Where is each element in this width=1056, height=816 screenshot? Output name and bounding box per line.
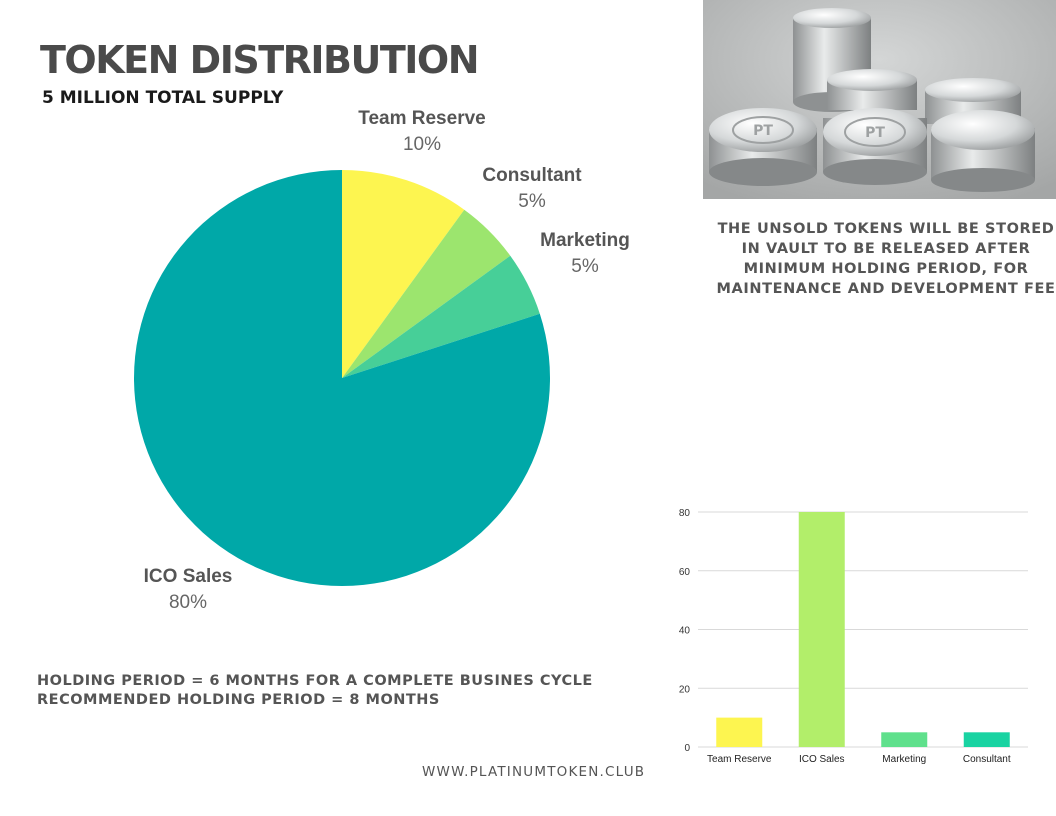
page-subtitle: 5 MILLION TOTAL SUPPLY <box>42 88 284 108</box>
pie-label-value: 10% <box>402 134 442 155</box>
pie-label-ico-sales: ICO Sales 80% <box>128 566 248 614</box>
bar-y-tick-label: 60 <box>679 567 691 578</box>
coins-photo: PT PT <box>703 0 1056 199</box>
coin-stack-back <box>793 8 1021 124</box>
pie-slice-ico-sales <box>134 170 550 586</box>
unsold-tokens-note: THE UNSOLD TOKENS WILL BE STORED IN VAUL… <box>716 221 1056 297</box>
pie-slice-team-reserve <box>342 170 465 378</box>
bar-y-tick-label: 0 <box>684 743 690 754</box>
bar-consultant <box>963 732 1010 747</box>
coin-mark: PT <box>753 123 773 139</box>
bar-category-label: ICO Sales <box>799 754 845 765</box>
bar-marketing <box>881 732 928 747</box>
pie-label-name: Consultant <box>482 165 582 186</box>
coin-mark: PT <box>865 125 885 141</box>
coins-illustration: PT PT <box>703 0 1056 199</box>
pie-label-name: Team Reserve <box>358 108 486 129</box>
bar-team-reserve <box>716 717 763 747</box>
pie-label-consultant: Consultant 5% <box>472 165 592 213</box>
pie-chart <box>134 170 550 586</box>
holding-period-text: HOLDING PERIOD = 6 MONTHS FOR A COMPLETE… <box>37 672 593 710</box>
holding-period-line: HOLDING PERIOD = 6 MONTHS FOR A COMPLETE… <box>37 673 593 689</box>
recommended-holding-line: RECOMMENDED HOLDING PERIOD = 8 MONTHS <box>37 692 440 708</box>
bar-y-tick-label: 80 <box>679 508 691 519</box>
page-title: TOKEN DISTRIBUTION <box>40 38 480 82</box>
bar-y-tick-label: 20 <box>679 684 691 695</box>
pie-label-marketing: Marketing 5% <box>530 230 640 278</box>
pie-slice-marketing <box>342 255 540 378</box>
pie-label-name: Marketing <box>540 230 630 251</box>
pie-label-value: 5% <box>571 256 599 277</box>
bar-category-label: Consultant <box>963 754 1011 765</box>
pie-label-value: 80% <box>168 592 208 613</box>
pie-label-team-reserve: Team Reserve 10% <box>352 108 492 156</box>
pie-slice-consultant <box>342 209 511 378</box>
bar-category-label: Team Reserve <box>707 754 772 765</box>
pie-label-name: ICO Sales <box>143 566 233 587</box>
bar-chart: 0 20 40 60 80 Team Reserve ICO Sales Marketing C… <box>679 508 1028 765</box>
website-url: WWW.PLATINUMTOKEN.CLUB <box>422 764 646 780</box>
bar-category-label: Marketing <box>882 754 926 765</box>
bar-ico-sales <box>798 512 845 747</box>
bar-y-tick-label: 40 <box>679 626 691 637</box>
coin-stack-front: PT PT <box>709 108 1035 192</box>
pie-label-value: 5% <box>518 191 546 212</box>
